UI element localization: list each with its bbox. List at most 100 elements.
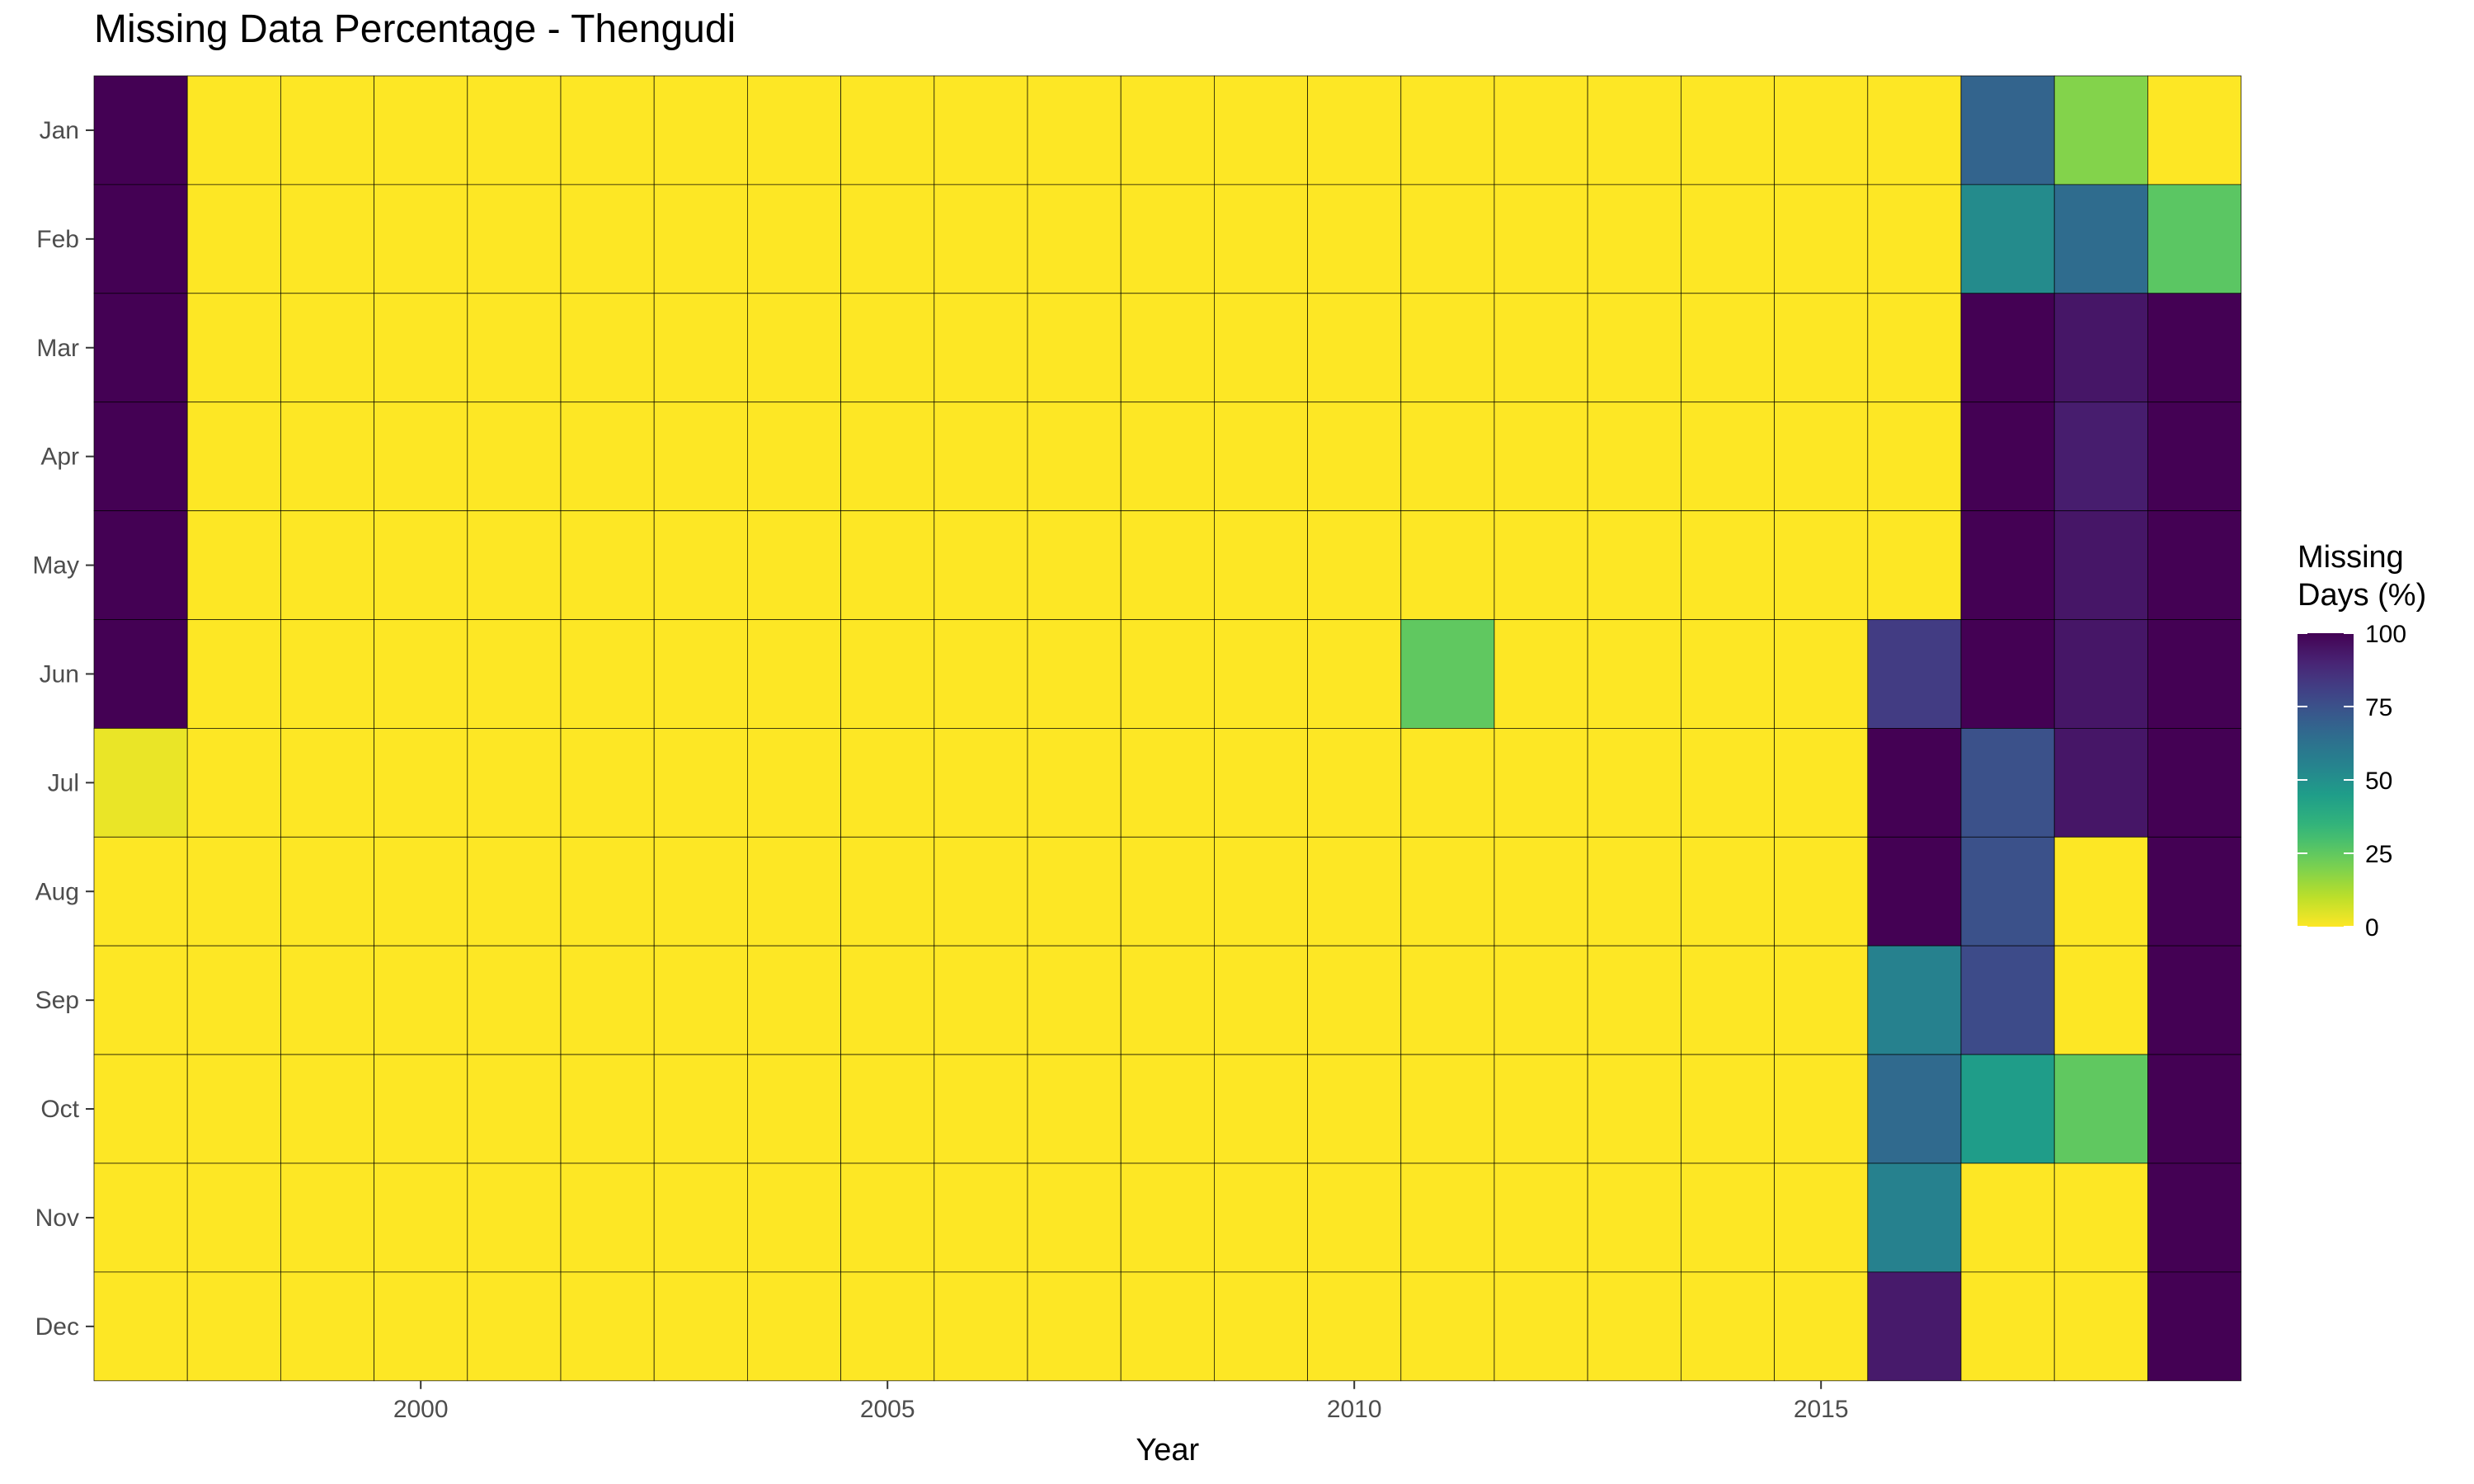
y-axis: Jan Feb Mar Apr May Jun Jul Aug Sep Oct Nov Dec — [32, 117, 94, 1341]
heatmap-cell-jul-1997 — [93, 728, 188, 838]
heatmap-cell-oct-2018 — [2053, 1054, 2148, 1164]
heatmap-cell-oct-2002 — [560, 1054, 655, 1164]
heatmap-cell-apr-2017 — [1960, 402, 2055, 512]
heatmap-cell-jan-2013 — [1587, 75, 1681, 186]
heatmap-cell-aug-2016 — [1867, 836, 1962, 946]
heatmap-cell-aug-2000 — [374, 836, 468, 946]
legend-tick-label: 100 — [2365, 621, 2406, 648]
heatmap-cell-jun-2006 — [934, 619, 1028, 729]
heatmap-cell-aug-2007 — [1027, 836, 1122, 946]
heatmap-cell-jan-2004 — [747, 75, 842, 186]
heatmap-cell-dec-2005 — [840, 1271, 935, 1382]
heatmap-cell-jul-1999 — [280, 728, 374, 838]
heatmap-cell-may-1998 — [186, 510, 281, 620]
heatmap-cell-jan-2008 — [1120, 75, 1215, 186]
heatmap-cell-apr-2019 — [2147, 402, 2241, 512]
heatmap-cell-sep-1999 — [280, 945, 374, 1055]
legend-tick-label: 25 — [2365, 841, 2392, 868]
heatmap-cell-aug-2012 — [1493, 836, 1588, 946]
heatmap-cell-may-2016 — [1867, 510, 1962, 620]
heatmap-cell-mar-2012 — [1493, 293, 1588, 403]
heatmap-cell-jul-2012 — [1493, 728, 1588, 838]
heatmap-cell-feb-2011 — [1400, 184, 1495, 294]
heatmap-cell-nov-2014 — [1681, 1162, 1776, 1273]
y-tick-label: Aug — [35, 878, 79, 905]
heatmap-cell-jan-2012 — [1493, 75, 1588, 186]
heatmap-cell-jan-2011 — [1400, 75, 1495, 186]
heatmap-cell-feb-2007 — [1027, 184, 1122, 294]
heatmap-cell-apr-2015 — [1774, 402, 1869, 512]
heatmap-cell-sep-2015 — [1774, 945, 1869, 1055]
heatmap-cell-apr-2002 — [560, 402, 655, 512]
heatmap-cell-jun-2003 — [653, 619, 748, 729]
heatmap-cell-feb-2018 — [2053, 184, 2148, 294]
heatmap-cell-oct-2011 — [1400, 1054, 1495, 1164]
x-tick-label: 2010 — [1327, 1396, 1382, 1423]
heatmap-cell-sep-2001 — [467, 945, 562, 1055]
heatmap-cell-feb-2019 — [2147, 184, 2241, 294]
heatmap-cell-dec-2006 — [934, 1271, 1028, 1382]
heatmap-cell-nov-2003 — [653, 1162, 748, 1273]
heatmap-cell-mar-2011 — [1400, 293, 1495, 403]
heatmap-cell-nov-2001 — [467, 1162, 562, 1273]
heatmap-cell-jul-2013 — [1587, 728, 1681, 838]
heatmap-cell-apr-1998 — [186, 402, 281, 512]
heatmap-cell-dec-2002 — [560, 1271, 655, 1382]
heatmap-cell-oct-2017 — [1960, 1054, 2055, 1164]
heatmap-cell-aug-2013 — [1587, 836, 1681, 946]
heatmap-cell-oct-2016 — [1867, 1054, 1962, 1164]
heatmap-cell-feb-2009 — [1214, 184, 1309, 294]
heatmap-cell-may-2006 — [934, 510, 1028, 620]
heatmap-cell-jun-2015 — [1774, 619, 1869, 729]
heatmap-cell-jan-2017 — [1960, 75, 2055, 186]
heatmap-cell-sep-2019 — [2147, 945, 2241, 1055]
heatmap-cell-jun-1998 — [186, 619, 281, 729]
heatmap-cell-jul-1998 — [186, 728, 281, 838]
heatmap-cell-jun-2008 — [1120, 619, 1215, 729]
heatmap-cell-jul-2002 — [560, 728, 655, 838]
heatmap-cell-oct-2003 — [653, 1054, 748, 1164]
heatmap-cell-dec-2012 — [1493, 1271, 1588, 1382]
heatmap-cell-jan-1998 — [186, 75, 281, 186]
heatmap-cell-aug-2004 — [747, 836, 842, 946]
heatmap-cell-nov-1997 — [93, 1162, 188, 1273]
heatmap-cell-sep-2013 — [1587, 945, 1681, 1055]
heatmap-cell-jul-2009 — [1214, 728, 1309, 838]
heatmap-cell-jan-2015 — [1774, 75, 1869, 186]
heatmap-cell-mar-2014 — [1681, 293, 1776, 403]
heatmap-cell-feb-2005 — [840, 184, 935, 294]
heatmap-cell-aug-2010 — [1307, 836, 1402, 946]
heatmap-cell-dec-2019 — [2147, 1271, 2241, 1382]
heatmap-cell-may-2000 — [374, 510, 468, 620]
heatmap-cells — [93, 75, 2241, 1382]
heatmap-cell-apr-2009 — [1214, 402, 1309, 512]
heatmap-cell-may-2007 — [1027, 510, 1122, 620]
heatmap-cell-feb-2003 — [653, 184, 748, 294]
heatmap-cell-mar-2005 — [840, 293, 935, 403]
heatmap-cell-dec-2018 — [2053, 1271, 2148, 1382]
heatmap-cell-dec-1997 — [93, 1271, 188, 1382]
y-tick-label: Sep — [35, 987, 79, 1014]
heatmap-cell-feb-2004 — [747, 184, 842, 294]
heatmap-cell-mar-2013 — [1587, 293, 1681, 403]
heatmap-cell-jan-2006 — [934, 75, 1028, 186]
heatmap-cell-sep-2007 — [1027, 945, 1122, 1055]
heatmap-cell-aug-1997 — [93, 836, 188, 946]
heatmap-cell-jun-2014 — [1681, 619, 1776, 729]
legend-tick-label: 75 — [2365, 694, 2392, 721]
heatmap-cell-nov-2010 — [1307, 1162, 1402, 1273]
heatmap-cell-may-2019 — [2147, 510, 2241, 620]
heatmap-cell-feb-2013 — [1587, 184, 1681, 294]
heatmap-cell-dec-2013 — [1587, 1271, 1681, 1382]
heatmap-cell-nov-2015 — [1774, 1162, 1869, 1273]
heatmap-cell-oct-2012 — [1493, 1054, 1588, 1164]
heatmap-cell-apr-2018 — [2053, 402, 2148, 512]
heatmap-cell-aug-2014 — [1681, 836, 1776, 946]
heatmap-cell-aug-2003 — [653, 836, 748, 946]
heatmap-cell-may-2018 — [2053, 510, 2148, 620]
heatmap-cell-jul-2015 — [1774, 728, 1869, 838]
heatmap-cell-dec-2001 — [467, 1271, 562, 1382]
heatmap-cell-jan-2005 — [840, 75, 935, 186]
heatmap-cell-feb-2017 — [1960, 184, 2055, 294]
